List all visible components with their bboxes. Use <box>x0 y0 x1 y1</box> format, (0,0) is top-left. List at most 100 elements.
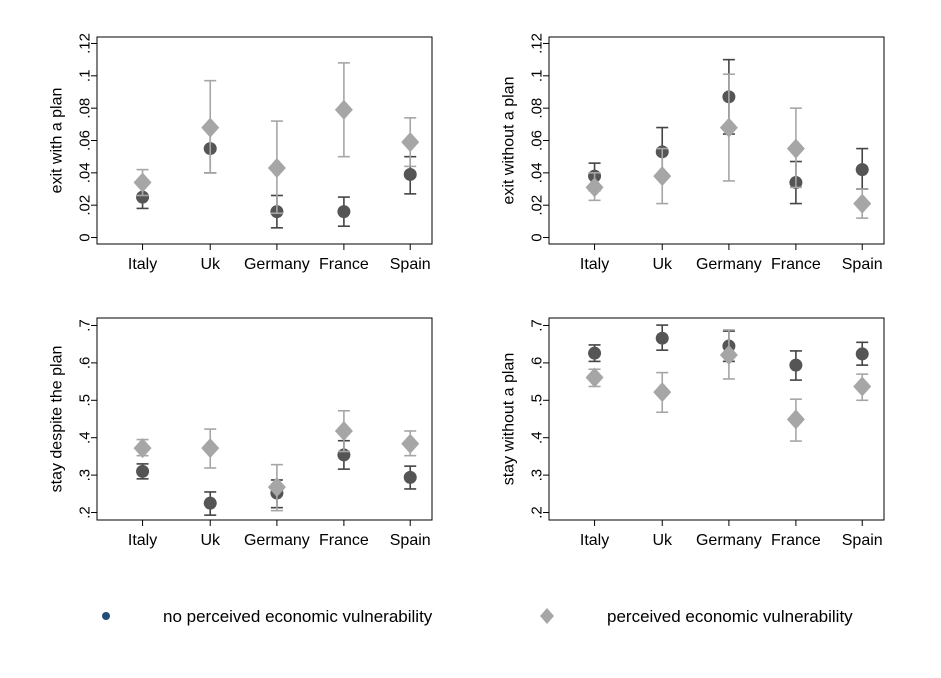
y-tick-label: .5 <box>529 394 546 407</box>
x-tick-label: Spain <box>390 256 431 273</box>
series-vulnerability <box>133 409 420 512</box>
y-tick-label: .3 <box>77 469 94 482</box>
point-vulnerability <box>334 420 353 441</box>
point-vulnerability <box>786 138 805 159</box>
x-tick-label: France <box>319 532 369 549</box>
x-tick-label: France <box>319 256 369 273</box>
point-no-vulnerability <box>655 331 669 345</box>
x-tick-label: Italy <box>128 256 157 273</box>
y-tick-label: .06 <box>529 130 546 151</box>
x-tick-label: Germany <box>244 532 310 549</box>
point-vulnerability <box>853 193 872 214</box>
y-tick-label: .4 <box>529 431 546 444</box>
panel-exit-with-plan: 0 .02 .04 .06 .08 .1 .12 exit with a plan Italy U… <box>49 33 433 273</box>
plot-area <box>548 36 885 245</box>
panels: 0 .02 .04 .06 .08 .1 .12 exit with a plan Italy U… <box>49 33 885 549</box>
y-tick-label: 0 <box>529 233 546 241</box>
point-vulnerability <box>133 438 152 459</box>
x-tick-label: Spain <box>390 532 431 549</box>
point-vulnerability <box>401 132 420 153</box>
point-no-vulnerability <box>203 496 217 510</box>
y-axis-title: exit without a plan <box>501 76 518 204</box>
point-vulnerability <box>267 477 286 498</box>
y-axis-title: stay despite the plan <box>49 346 66 493</box>
x-tick-label: Germany <box>244 256 310 273</box>
point-vulnerability <box>585 177 604 198</box>
point-vulnerability <box>334 99 353 120</box>
y-tick-label: 0 <box>77 233 94 241</box>
y-tick-label: .12 <box>77 33 94 54</box>
y-axis-title: stay without a plan <box>501 353 518 486</box>
x-tick-label: France <box>771 256 821 273</box>
point-vulnerability <box>133 172 152 193</box>
point-no-vulnerability <box>588 346 602 360</box>
point-vulnerability <box>585 367 604 388</box>
y-tick-label: .02 <box>77 195 94 216</box>
panel-stay-despite-plan: .2 .3 .4 .5 .6 .7 stay despite the plan Italy Uk… <box>49 317 433 549</box>
y-tick-label: .2 <box>77 506 94 519</box>
y-tick-label: .6 <box>529 357 546 370</box>
y-tick-label: .08 <box>529 98 546 119</box>
x-tick-label: Spain <box>842 256 883 273</box>
x-tick-label: Germany <box>696 532 762 549</box>
point-no-vulnerability <box>337 205 351 219</box>
y-tick-label: .1 <box>529 70 546 83</box>
point-vulnerability <box>853 376 872 397</box>
panel-exit-without-plan: 0 .02 .04 .06 .08 .1 .12 exit without a plan Ita… <box>501 33 885 273</box>
plot-area <box>96 317 433 521</box>
point-no-vulnerability <box>403 470 417 484</box>
y-tick-label: .6 <box>77 357 94 370</box>
y-tick-label: .5 <box>77 394 94 407</box>
legend: no perceived economic vulnerability perc… <box>102 607 853 626</box>
y-tick-label: .3 <box>529 469 546 482</box>
point-no-vulnerability <box>789 358 803 372</box>
y-axis-title: exit with a plan <box>49 88 66 194</box>
y-tick-label: .7 <box>529 319 546 332</box>
y-tick-label: .06 <box>77 130 94 151</box>
series-vulnerability <box>585 329 872 442</box>
x-tick-label: Germany <box>696 256 762 273</box>
plot-area <box>96 36 433 245</box>
point-no-vulnerability <box>136 190 150 204</box>
point-vulnerability <box>401 433 420 454</box>
y-tick-label: .1 <box>77 70 94 83</box>
point-no-vulnerability <box>855 163 869 177</box>
y-tick-label: .4 <box>77 431 94 444</box>
point-no-vulnerability <box>403 167 417 181</box>
y-tick-label: .12 <box>529 33 546 54</box>
x-tick-label: Uk <box>652 256 673 273</box>
legend-circle-icon <box>102 612 110 620</box>
x-tick-label: Italy <box>580 532 609 549</box>
point-vulnerability <box>201 438 220 459</box>
y-tick-label: .04 <box>77 162 94 183</box>
point-no-vulnerability <box>136 464 150 478</box>
point-vulnerability <box>267 157 286 178</box>
y-tick-label: .02 <box>529 195 546 216</box>
series-vulnerability <box>133 62 420 215</box>
x-tick-label: Italy <box>580 256 609 273</box>
legend-diamond-icon <box>540 608 554 624</box>
plot-area <box>548 317 885 521</box>
x-tick-label: Italy <box>128 532 157 549</box>
point-vulnerability <box>201 117 220 138</box>
x-tick-label: Uk <box>652 532 673 549</box>
point-vulnerability <box>719 345 738 366</box>
legend-label-vulnerability: perceived economic vulnerability <box>607 607 853 626</box>
y-tick-label: .08 <box>77 98 94 119</box>
legend-label-no-vulnerability: no perceived economic vulnerability <box>163 607 433 626</box>
y-tick-label: .7 <box>77 319 94 332</box>
panel-stay-without-plan: .2 .3 .4 .5 .6 .7 stay without a plan Italy Uk Ge… <box>501 317 885 549</box>
point-vulnerability <box>653 382 672 403</box>
x-tick-label: France <box>771 532 821 549</box>
y-tick-label: .2 <box>529 506 546 519</box>
x-tick-label: Uk <box>200 256 221 273</box>
point-vulnerability <box>786 409 805 430</box>
x-tick-label: Spain <box>842 532 883 549</box>
point-vulnerability <box>719 117 738 138</box>
point-no-vulnerability <box>855 347 869 361</box>
x-tick-label: Uk <box>200 532 221 549</box>
series-vulnerability <box>585 73 872 219</box>
point-vulnerability <box>653 166 672 187</box>
y-tick-label: .04 <box>529 162 546 183</box>
